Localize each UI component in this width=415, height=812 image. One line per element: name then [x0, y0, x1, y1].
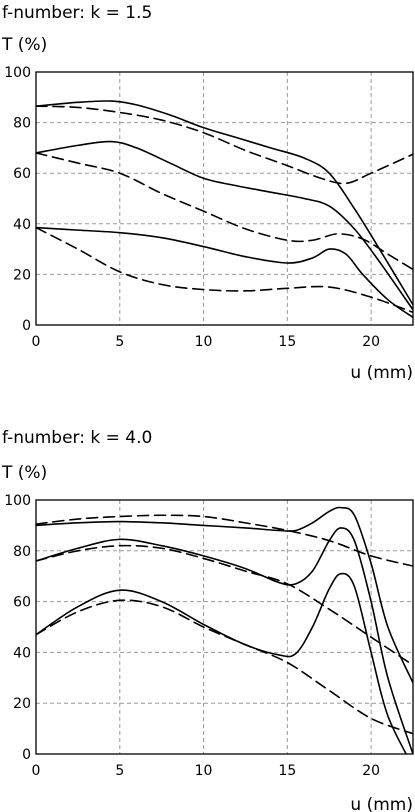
series-line-4-dashed	[36, 152, 413, 271]
y-axis-label: T (%)	[1, 35, 47, 55]
series-line-6-dashed	[36, 599, 413, 735]
chart-title: f-number: k = 4.0	[2, 428, 152, 448]
y-tick-label: 80	[13, 116, 31, 132]
chart-k-1-5: f-number: k = 1.5 T (%) u (mm) 0 20 40 60 80…	[1, 3, 414, 383]
y-tick-label: 40	[13, 645, 31, 661]
x-tick-label: 10	[195, 334, 213, 350]
series-line-6-dashed	[36, 226, 413, 314]
chart-title: f-number: k = 1.5	[2, 3, 152, 23]
x-tick-label: 10	[195, 763, 213, 779]
y-tick-label: 60	[13, 595, 31, 611]
series-line-3-solid	[36, 527, 413, 754]
y-tick-label: 60	[13, 166, 31, 182]
series-line-1-solid	[36, 100, 413, 306]
x-tick-label: 5	[115, 763, 124, 779]
x-axis-label: u (mm)	[350, 795, 413, 812]
plot-frame	[35, 499, 414, 755]
x-axis-label: u (mm)	[350, 363, 413, 383]
y-tick-label: 100	[4, 65, 31, 81]
y-tick-label: 0	[22, 747, 31, 763]
y-tick-label: 100	[4, 493, 31, 509]
y-axis-label: T (%)	[1, 463, 47, 483]
x-tick-label: 20	[362, 334, 380, 350]
series-line-2-dashed	[36, 105, 413, 185]
x-tick-label: 20	[362, 763, 380, 779]
series-line-2-dashed	[36, 514, 413, 567]
series-line-5-solid	[36, 226, 413, 319]
series-line-1-solid	[36, 506, 413, 684]
x-tick-label: 0	[32, 763, 41, 779]
series-line-5-solid	[36, 572, 408, 754]
y-tick-label: 0	[22, 318, 31, 334]
y-tick-label: 20	[13, 696, 31, 712]
chart-k-4-0: f-number: k = 4.0 T (%) u (mm) 0 20 40 60 80…	[1, 428, 414, 812]
series-line-4-dashed	[36, 544, 413, 666]
series-line-3-solid	[36, 140, 413, 311]
y-tick-label: 20	[13, 267, 31, 283]
x-tick-label: 5	[115, 334, 124, 350]
y-tick-label: 80	[13, 544, 31, 560]
y-tick-label: 40	[13, 217, 31, 233]
x-tick-label: 15	[278, 334, 296, 350]
x-tick-label: 0	[32, 334, 41, 350]
x-tick-label: 15	[278, 763, 296, 779]
plot-frame	[35, 71, 414, 326]
